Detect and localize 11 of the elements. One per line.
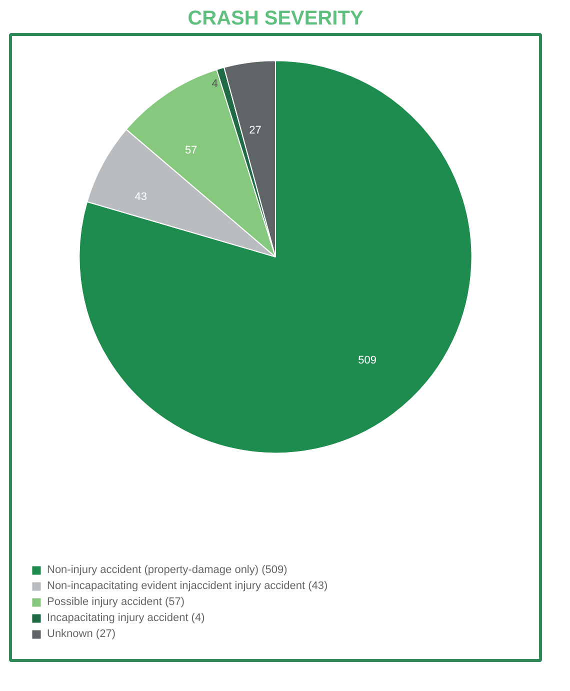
legend-label: Unknown (27): [47, 628, 116, 640]
data-label: 4: [212, 78, 218, 90]
data-label: 509: [358, 354, 376, 367]
legend-label: Possible injury accident (57): [47, 596, 185, 608]
data-label: 57: [184, 144, 198, 157]
data-label: 43: [134, 190, 147, 203]
legend-label: Non-incapacitating evident injaccident injury accident (43): [47, 580, 328, 592]
legend-label: Incapacitating injury accident (4): [47, 612, 205, 624]
chart-title: CRASH SEVERITY: [188, 8, 364, 30]
legend-label: Non-injury accident (property-damage only) (509): [47, 564, 288, 576]
data-label: 27: [249, 124, 262, 137]
